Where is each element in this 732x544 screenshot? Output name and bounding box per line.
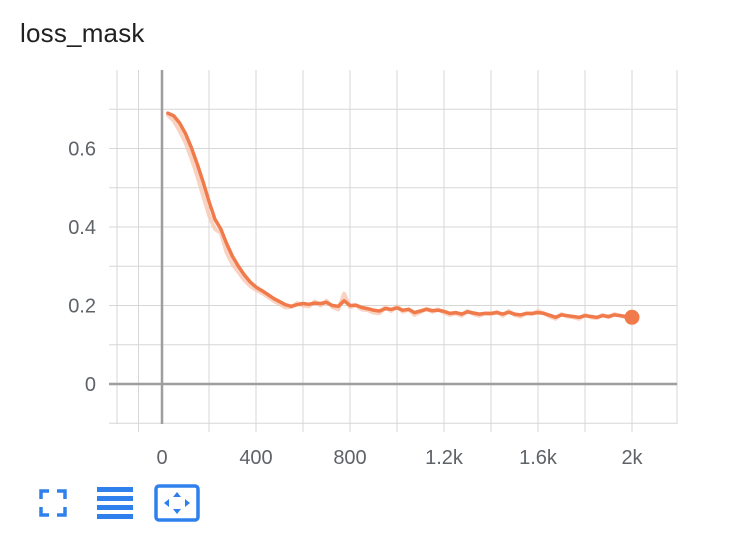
series-line-smoothed (166, 111, 634, 320)
grid (109, 70, 678, 432)
fit-domain-icon (154, 484, 200, 522)
x-tick-label: 2k (621, 447, 643, 469)
y-tick-label: 0 (85, 374, 96, 396)
x-tick-label: 800 (333, 447, 366, 469)
data-table-button[interactable] (92, 484, 138, 522)
tick-labels: 0 400 800 1.2k 1.6k 2k 0 0.2 0.4 0.6 (68, 139, 643, 470)
series-line-raw (165, 113, 634, 321)
x-tick-label: 400 (239, 447, 272, 469)
series (165, 111, 640, 325)
x-tick-label: 1.2k (425, 447, 464, 469)
series-endpoint[interactable] (624, 309, 640, 325)
y-tick-label: 0.2 (68, 296, 96, 318)
y-tick-label: 0.4 (68, 217, 96, 239)
x-tick-label: 0 (156, 447, 167, 469)
y-tick-label: 0.6 (68, 139, 96, 161)
fullscreen-button[interactable] (30, 484, 76, 522)
chart-toolbar (30, 484, 216, 522)
chart-title: loss_mask (20, 18, 145, 48)
axes (109, 70, 677, 424)
data-table-icon (97, 487, 133, 519)
fit-domain-button[interactable] (154, 484, 200, 522)
fullscreen-icon (39, 489, 67, 517)
x-tick-label: 1.6k (519, 447, 558, 469)
